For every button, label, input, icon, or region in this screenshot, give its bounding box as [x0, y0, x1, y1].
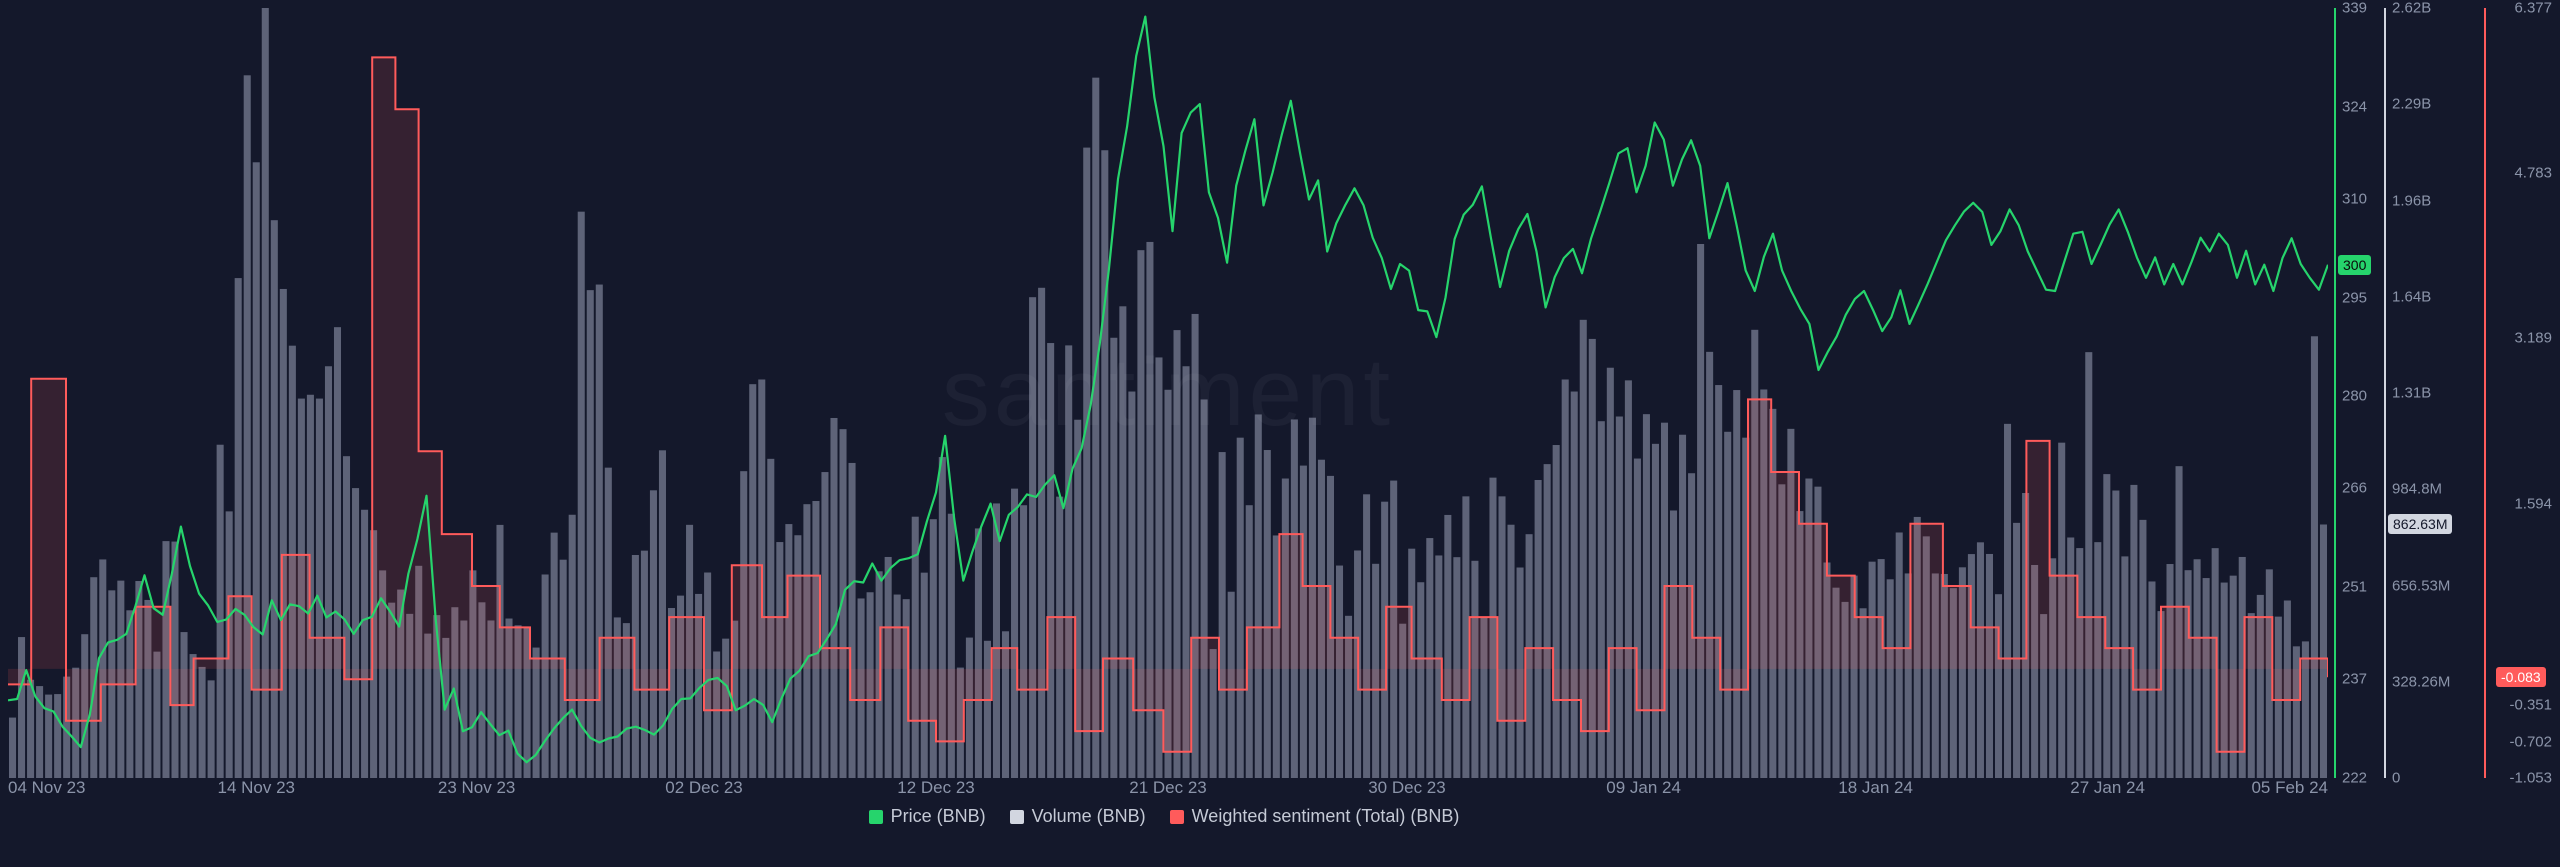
plot-area[interactable]: santiment [8, 8, 2328, 778]
x-tick: 02 Dec 23 [665, 778, 743, 798]
y-tick-volume: 1.31B [2392, 385, 2431, 402]
legend-swatch [1170, 810, 1184, 824]
sentiment-current-badge: -0.083 [2496, 667, 2546, 687]
y-tick-price: 222 [2342, 770, 2367, 787]
y-tick-price: 324 [2342, 98, 2367, 115]
legend-item[interactable]: Volume (BNB) [1010, 806, 1146, 827]
y-tick-price: 266 [2342, 480, 2367, 497]
y-tick-volume: 0 [2392, 770, 2400, 787]
y-tick-price: 251 [2342, 579, 2367, 596]
y-tick-sentiment: -0.351 [2492, 697, 2552, 714]
x-tick: 12 Dec 23 [897, 778, 975, 798]
y-tick-price: 339 [2342, 0, 2367, 17]
chart-svg [8, 8, 2328, 778]
x-tick: 18 Jan 24 [1838, 778, 1913, 798]
legend-item[interactable]: Price (BNB) [869, 806, 986, 827]
y-axis-line-volume [2384, 8, 2386, 778]
y-tick-volume: 1.64B [2392, 288, 2431, 305]
y-tick-sentiment: -1.053 [2492, 770, 2552, 787]
legend-swatch [1010, 810, 1024, 824]
y-tick-price: 310 [2342, 190, 2367, 207]
x-tick: 21 Dec 23 [1129, 778, 1207, 798]
y-tick-volume: 1.96B [2392, 192, 2431, 209]
x-tick: 14 Nov 23 [217, 778, 295, 798]
x-axis: 04 Nov 23 14 Nov 23 23 Nov 23 02 Dec 23 12 D… [8, 778, 2328, 798]
legend-label: Weighted sentiment (Total) (BNB) [1192, 806, 1460, 826]
y-tick-price: 280 [2342, 388, 2367, 405]
y-tick-volume: 2.62B [2392, 0, 2431, 17]
legend-swatch [869, 810, 883, 824]
x-tick: 30 Dec 23 [1368, 778, 1446, 798]
volume-current-badge: 862.63M [2388, 514, 2452, 534]
y-axis-line-sentiment [2484, 8, 2486, 778]
x-tick: 09 Jan 24 [1606, 778, 1681, 798]
y-tick-volume: 656.53M [2392, 577, 2450, 594]
y-tick-price: 237 [2342, 671, 2367, 688]
y-tick-price: 295 [2342, 289, 2367, 306]
y-axes: 2222372512662802953103243393000328.26M65… [2334, 8, 2554, 778]
y-tick-sentiment: -0.702 [2492, 733, 2552, 750]
legend-label: Price (BNB) [891, 806, 986, 826]
y-tick-sentiment: 3.189 [2492, 330, 2552, 347]
legend-label: Volume (BNB) [1032, 806, 1146, 826]
x-tick: 23 Nov 23 [438, 778, 516, 798]
y-axis-line-price [2334, 8, 2336, 778]
price-current-badge: 300 [2338, 255, 2371, 275]
y-tick-sentiment: 6.377 [2492, 0, 2552, 17]
y-tick-volume: 2.29B [2392, 96, 2431, 113]
y-tick-volume: 984.8M [2392, 481, 2442, 498]
chart-container: santiment 04 Nov 23 14 Nov 23 23 Nov 23 02 … [0, 0, 2560, 867]
y-tick-sentiment: 1.594 [2492, 495, 2552, 512]
x-tick: 05 Feb 24 [2251, 778, 2328, 798]
legend-item[interactable]: Weighted sentiment (Total) (BNB) [1170, 806, 1460, 827]
y-tick-sentiment: 4.783 [2492, 165, 2552, 182]
x-tick: 27 Jan 24 [2070, 778, 2145, 798]
y-tick-volume: 328.26M [2392, 673, 2450, 690]
x-tick: 04 Nov 23 [8, 778, 86, 798]
legend: Price (BNB) Volume (BNB) Weighted sentimen… [0, 806, 2328, 827]
